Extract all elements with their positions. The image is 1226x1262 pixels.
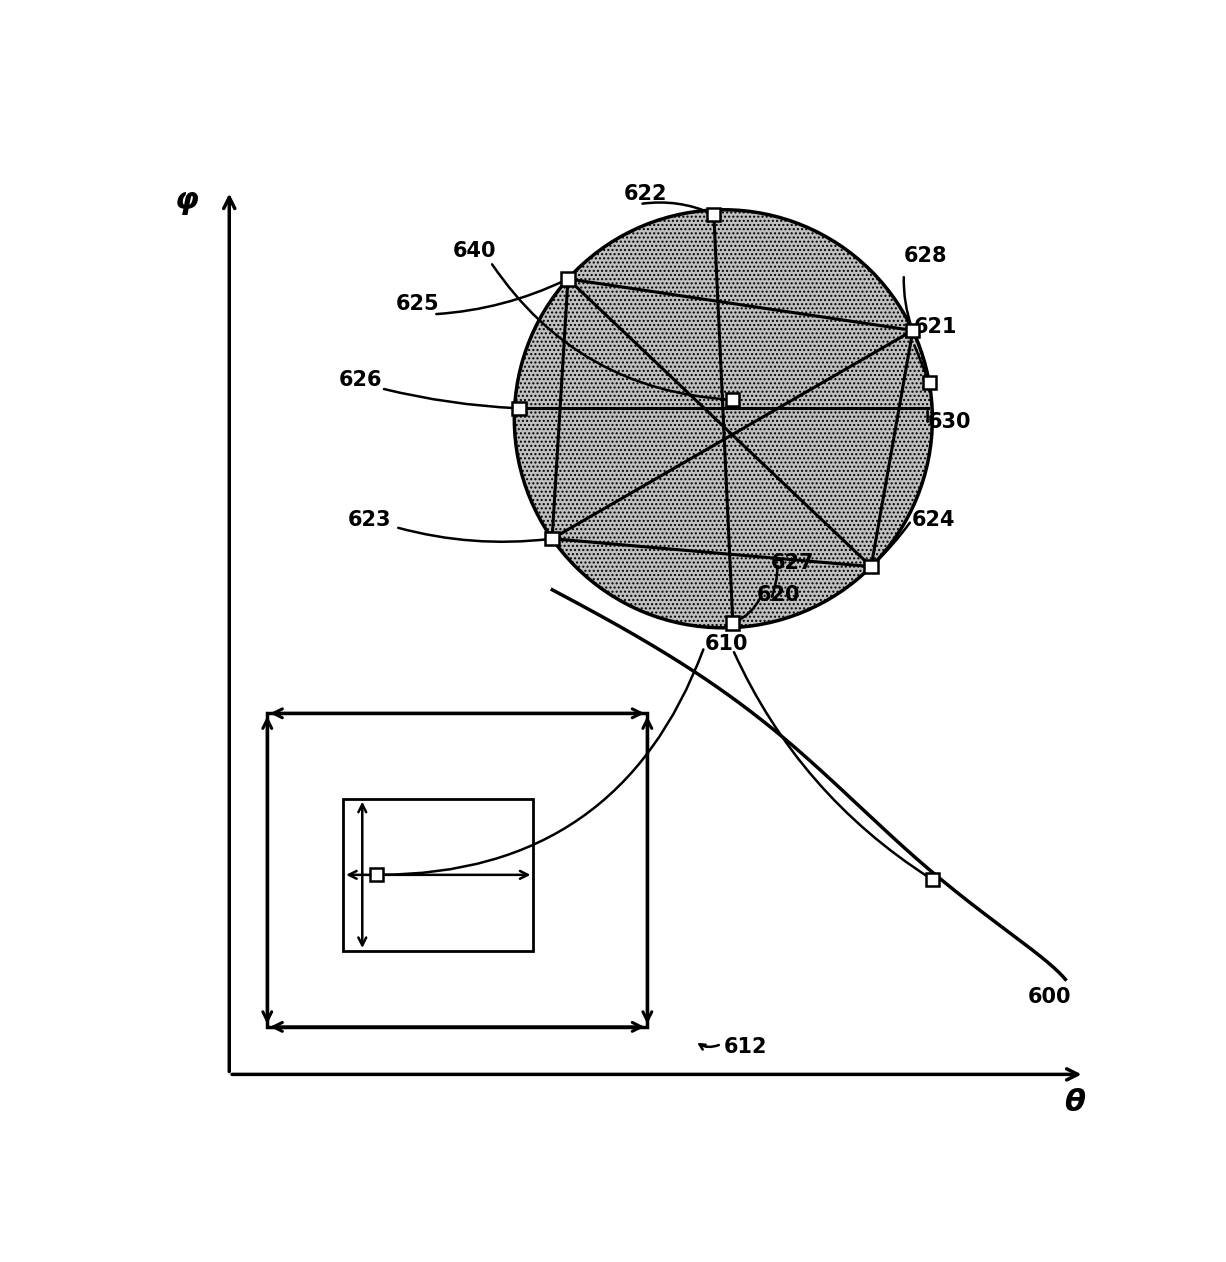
Bar: [343, 799, 533, 950]
Bar: [726, 394, 739, 406]
Text: 622: 622: [624, 184, 667, 204]
Bar: [707, 208, 721, 221]
Bar: [562, 273, 575, 285]
Bar: [726, 616, 739, 630]
Text: 600: 600: [1027, 987, 1070, 1007]
Bar: [267, 713, 647, 1027]
Text: 623: 623: [348, 510, 391, 530]
Text: θ: θ: [1064, 1088, 1085, 1117]
Text: 630: 630: [928, 413, 971, 433]
Text: 627: 627: [771, 553, 814, 573]
Bar: [864, 560, 878, 573]
Text: φ: φ: [174, 186, 199, 215]
Text: 621: 621: [913, 317, 956, 337]
Bar: [922, 376, 935, 389]
Bar: [370, 868, 384, 881]
Text: 610: 610: [704, 634, 748, 654]
Bar: [926, 873, 939, 886]
Text: 626: 626: [338, 370, 383, 390]
Bar: [512, 401, 526, 415]
Text: 640: 640: [452, 241, 497, 261]
Text: 625: 625: [396, 294, 439, 313]
Text: 624: 624: [911, 510, 955, 530]
Circle shape: [515, 209, 933, 627]
Text: 620: 620: [756, 586, 801, 606]
Bar: [906, 324, 920, 337]
Bar: [546, 533, 559, 545]
Text: 612: 612: [723, 1037, 766, 1058]
Text: 628: 628: [904, 246, 948, 266]
